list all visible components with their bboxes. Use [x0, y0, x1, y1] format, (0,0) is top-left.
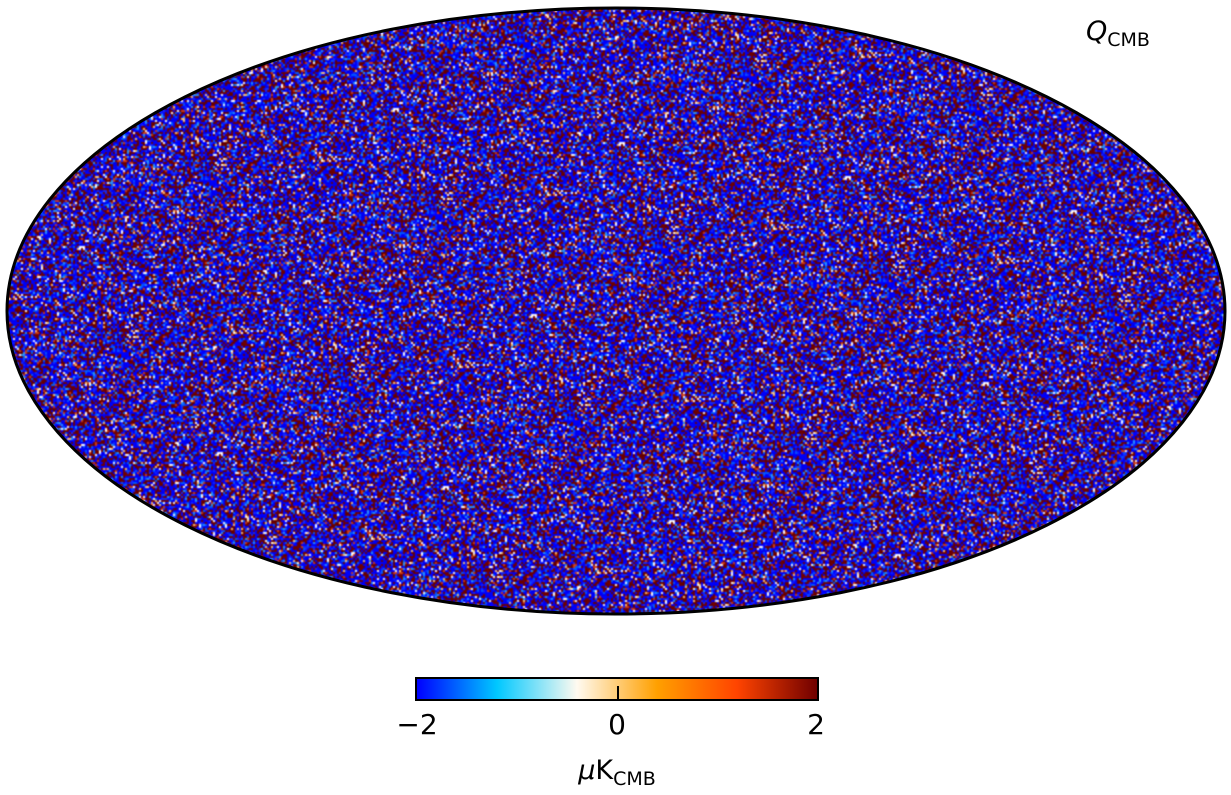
map-title: QCMB — [1086, 16, 1150, 51]
unit-base: K — [595, 755, 614, 786]
colorbar-unit-label: μKCMB — [578, 755, 656, 790]
unit-subscript: CMB — [613, 768, 656, 790]
map-noise-field — [7, 8, 1225, 614]
colorbar-tick-label-min: −2 — [396, 708, 438, 741]
unit-prefix: μ — [578, 755, 596, 786]
map-title-symbol: Q — [1086, 16, 1108, 47]
colorbar — [415, 677, 819, 701]
colorbar-tick-label-max: 2 — [807, 708, 825, 741]
map-boundary — [5, 6, 1227, 616]
colorbar-mid-tick — [617, 686, 619, 699]
colorbar-tick-label-mid: 0 — [608, 708, 626, 741]
map-title-subscript: CMB — [1107, 29, 1150, 51]
